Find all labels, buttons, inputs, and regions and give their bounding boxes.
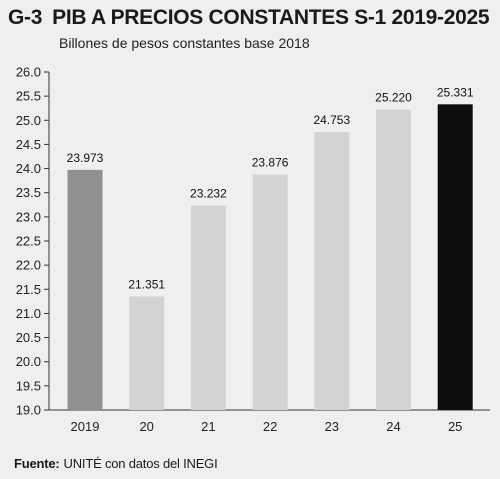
- x-tick-label-21: 21: [201, 419, 215, 434]
- source-lead: Fuente:: [14, 456, 60, 471]
- y-tick-label: 21.5: [16, 282, 41, 297]
- bar-2019: [67, 169, 103, 410]
- y-tick-label: 26.0: [16, 65, 41, 80]
- data-label-23: 24.753: [313, 113, 350, 127]
- x-tick-label-20: 20: [139, 419, 153, 434]
- data-label-2019: 23.973: [67, 151, 104, 165]
- x-tick-label-24: 24: [386, 419, 400, 434]
- y-tick-label: 22.5: [16, 234, 41, 249]
- y-tick-label: 24.5: [16, 137, 41, 152]
- y-tick-label: 20.5: [16, 330, 41, 345]
- x-tick-label-2019: 2019: [71, 419, 100, 434]
- source-text: UNITÉ con datos del INEGI: [63, 456, 218, 471]
- data-label-22: 23.876: [252, 156, 289, 170]
- x-tick-label-23: 23: [325, 419, 339, 434]
- source-note: Fuente: UNITÉ con datos del INEGI: [14, 456, 218, 471]
- bar-23: [314, 132, 350, 410]
- chart-title-text: PIB A PRECIOS CONSTANTES S-1 2019-2025: [52, 6, 490, 29]
- x-tick-label-22: 22: [263, 419, 277, 434]
- y-tick-label: 19.0: [16, 403, 41, 418]
- bar-21: [190, 205, 226, 410]
- y-tick-label: 21.0: [16, 306, 41, 321]
- bar-20: [129, 296, 165, 410]
- data-label-25: 25.331: [437, 85, 474, 99]
- bar-22: [252, 174, 288, 410]
- y-tick-label: 22.0: [16, 258, 41, 273]
- y-tick-label: 19.5: [16, 378, 41, 393]
- chart-subtitle: Billones de pesos constantes base 2018: [59, 35, 310, 51]
- y-tick-label: 23.5: [16, 185, 41, 200]
- y-tick-label: 25.5: [16, 89, 41, 104]
- bar-24: [376, 109, 411, 411]
- data-label-20: 21.351: [128, 277, 165, 291]
- y-tick-label: 25.0: [16, 113, 41, 128]
- x-tick-label-25: 25: [448, 419, 462, 434]
- y-tick-label: 24.0: [16, 161, 41, 176]
- y-tick-label: 20.0: [16, 354, 41, 369]
- y-tick-label: 23.0: [16, 209, 41, 224]
- data-label-21: 23.232: [190, 187, 227, 201]
- chart-code: G-3: [8, 6, 43, 29]
- bar-25: [437, 104, 473, 410]
- chart-title: G-3 PIB A PRECIOS CONSTANTES S-1 2019-202…: [8, 6, 490, 30]
- data-label-24: 25.220: [375, 91, 412, 105]
